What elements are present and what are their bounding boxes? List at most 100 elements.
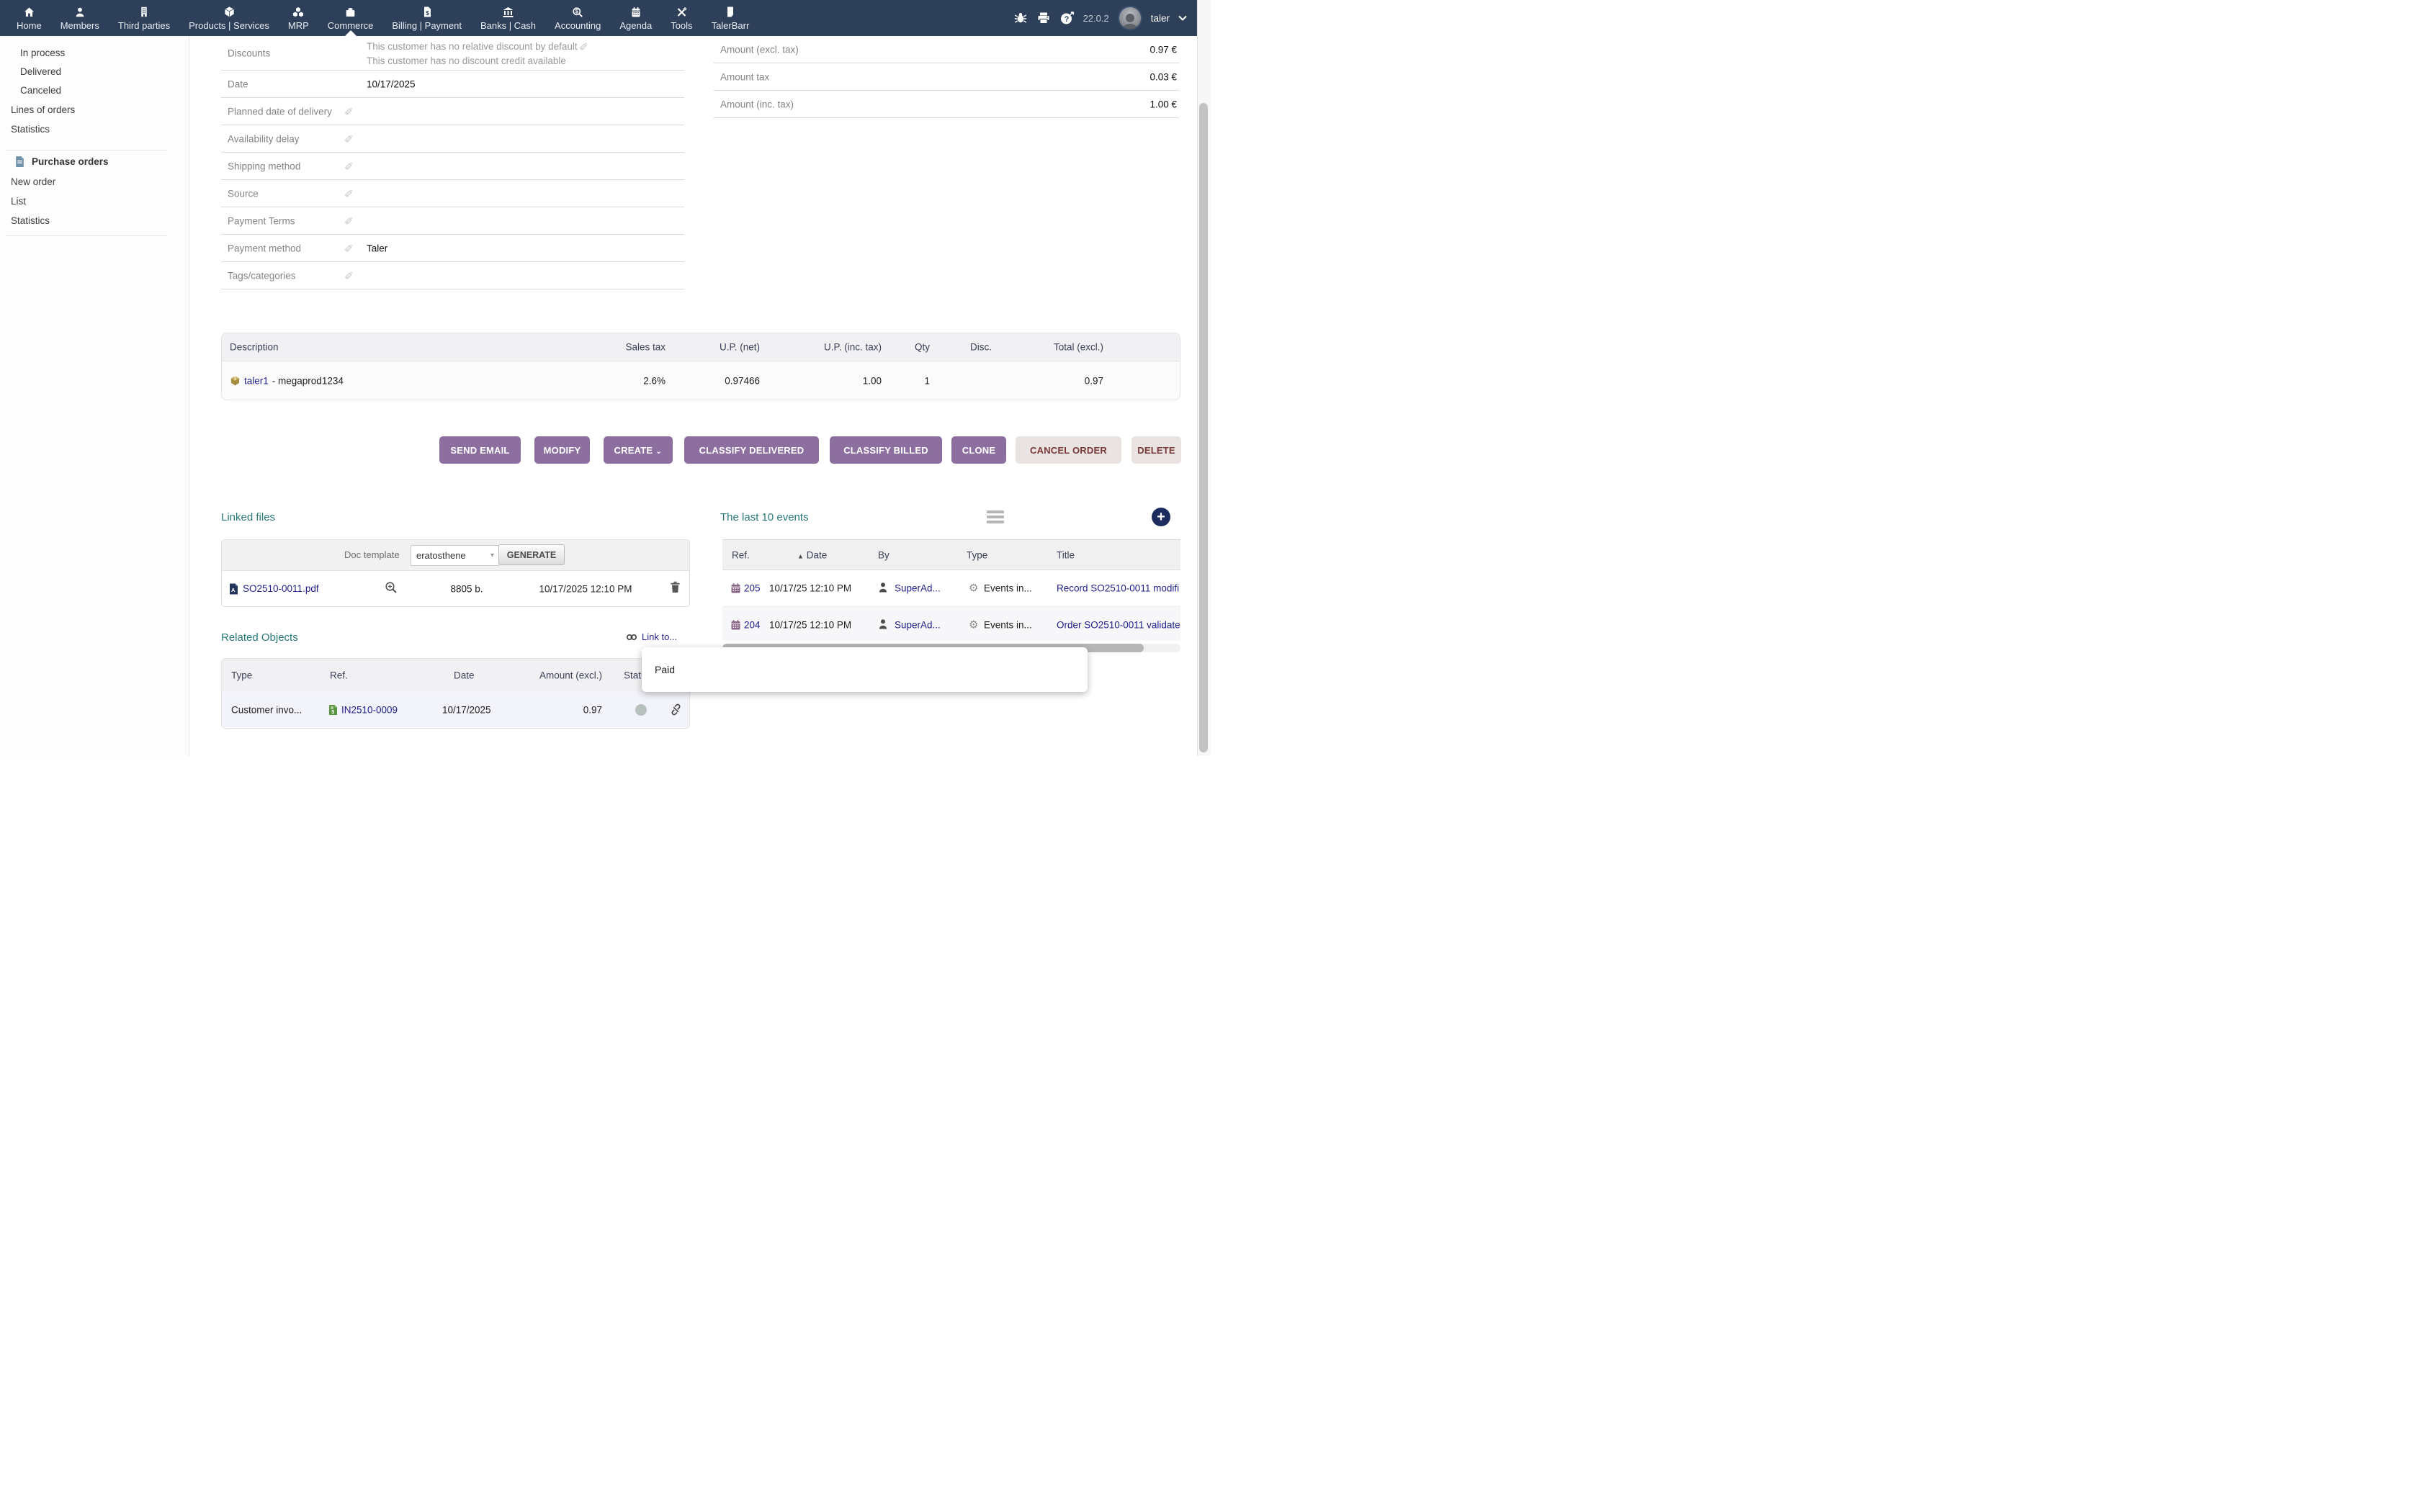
calendar-icon — [630, 5, 642, 19]
related-date: 10/17/2025 — [442, 704, 491, 715]
form-row-date: Date 10/17/2025 — [221, 71, 684, 98]
gear-icon: ⚙ — [969, 583, 978, 594]
top-navbar: Home Members Third parties Products | Se… — [0, 0, 1197, 36]
amount-inc-tax-row: Amount (inc. tax) 1.00 € — [714, 91, 1179, 118]
svg-text:A: A — [231, 587, 236, 593]
edit-discount-icon[interactable]: ✎ — [579, 42, 590, 51]
form-row-payment-method: Payment method ✎ Taler — [221, 235, 684, 262]
link-to-action[interactable]: Link to... — [626, 631, 677, 642]
event-title-link[interactable]: Order SO2510-0011 validate — [1057, 620, 1180, 631]
main-menu: Home Members Third parties Products | Se… — [0, 0, 758, 36]
classify-delivered-button[interactable]: CLASSIFY DELIVERED — [684, 436, 819, 464]
tools-icon — [676, 5, 688, 19]
sidebar-group-purchase-orders: Purchase orders — [14, 156, 109, 168]
form-row-planned-delivery: Planned date of delivery ✎ — [221, 98, 684, 125]
add-event-button[interactable]: + — [1152, 508, 1170, 526]
delete-file-icon[interactable] — [670, 581, 681, 595]
product-link[interactable]: taler1 — [244, 375, 269, 386]
nav-mrp[interactable]: MRP — [279, 0, 318, 36]
event-date: 10/17/25 12:10 PM — [769, 620, 851, 631]
event-by-link[interactable]: SuperAd... — [895, 583, 941, 594]
classify-billed-button[interactable]: CLASSIFY BILLED — [830, 436, 942, 464]
purchase-order-icon — [14, 156, 25, 168]
sidebar-item-in-process[interactable]: In process — [20, 48, 65, 58]
send-email-button[interactable]: SEND EMAIL — [439, 436, 521, 464]
sidebar-item-lines-of-orders[interactable]: Lines of orders — [11, 104, 75, 115]
nav-products-services[interactable]: Products | Services — [179, 0, 279, 36]
event-title-link[interactable]: Record SO2510-0011 modifi — [1057, 583, 1179, 594]
nav-banks-cash[interactable]: Banks | Cash — [471, 0, 545, 36]
unlink-icon[interactable] — [670, 703, 682, 718]
nav-commerce[interactable]: Commerce — [318, 0, 383, 36]
sidebar-group-label[interactable]: Purchase orders — [32, 156, 109, 167]
bill-icon: $ — [422, 5, 432, 19]
edit-planned-delivery-icon[interactable]: ✎ — [344, 107, 355, 116]
order-lines-table: Description Sales tax U.P. (net) U.P. (i… — [221, 333, 1180, 400]
events-menu-icon[interactable] — [987, 510, 1004, 526]
edit-tags-icon[interactable]: ✎ — [344, 271, 355, 280]
generate-button[interactable]: GENERATE — [498, 544, 565, 565]
nav-accounting[interactable]: $ Accounting — [545, 0, 610, 36]
preview-file-icon[interactable] — [385, 581, 398, 596]
doc-template-label: Doc template — [344, 549, 400, 560]
home-icon — [23, 5, 35, 19]
nav-billing-payment[interactable]: $ Billing | Payment — [382, 0, 471, 36]
create-dropdown-button[interactable]: CREATE ⌄ — [604, 436, 673, 464]
nav-tools[interactable]: Tools — [661, 0, 702, 36]
edit-availability-icon[interactable]: ✎ — [344, 134, 355, 143]
bug-report-icon[interactable] — [1013, 12, 1028, 24]
line-up-inc: 1.00 — [863, 375, 882, 386]
sidebar-item-delivered[interactable]: Delivered — [20, 66, 61, 77]
related-type: Customer invo... — [231, 704, 302, 715]
edit-payment-method-icon[interactable]: ✎ — [344, 243, 355, 253]
sidebar-item-list[interactable]: List — [11, 196, 26, 207]
related-objects-panel: Type Ref. Date Amount (excl.) Status Cus… — [221, 658, 690, 729]
linked-file-link[interactable]: SO2510-0011.pdf — [243, 583, 319, 594]
sidebar-item-new-order[interactable]: New order — [11, 176, 55, 187]
svg-text:?: ? — [1064, 15, 1069, 24]
related-ref-link[interactable]: IN2510-0009 — [341, 704, 398, 715]
form-row-tags: Tags/categories ✎ — [221, 262, 684, 289]
product-description: - megaprod1234 — [272, 375, 344, 386]
modify-button[interactable]: MODIFY — [534, 436, 590, 464]
clone-button[interactable]: CLONE — [951, 436, 1006, 464]
nav-third-parties[interactable]: Third parties — [109, 0, 179, 36]
select-arrow-icon: ▾ — [490, 552, 494, 559]
sidebar-item-statistics[interactable]: Statistics — [11, 124, 50, 135]
edit-payment-terms-icon[interactable]: ✎ — [344, 216, 355, 225]
svg-text:$: $ — [426, 10, 429, 17]
navbar-right-cluster: ? 22.0.2 taler — [1013, 0, 1197, 36]
edit-source-icon[interactable]: ✎ — [344, 189, 355, 198]
doc-template-select[interactable]: eratosthene ▾ — [411, 545, 500, 566]
event-by-link[interactable]: SuperAd... — [895, 620, 941, 631]
edit-shipping-icon[interactable]: ✎ — [344, 161, 355, 171]
help-icon[interactable]: ? — [1059, 12, 1075, 25]
event-ref-link[interactable]: 205 — [744, 583, 761, 594]
sidebar-item-canceled[interactable]: Canceled — [20, 85, 61, 96]
related-objects-title: Related Objects — [221, 631, 298, 644]
briefcase-icon — [344, 5, 357, 19]
svg-text:$: $ — [331, 710, 334, 715]
nav-members[interactable]: Members — [51, 0, 109, 36]
event-ref-link[interactable]: 204 — [744, 620, 761, 631]
sidebar-item-purchase-statistics[interactable]: Statistics — [11, 215, 50, 226]
nav-agenda[interactable]: Agenda — [610, 0, 661, 36]
form-row-availability-delay: Availability delay ✎ — [221, 125, 684, 153]
vertical-scrollbar-thumb[interactable] — [1199, 103, 1208, 752]
discounts-label: Discounts — [228, 48, 270, 58]
avatar[interactable] — [1118, 6, 1142, 30]
members-icon — [74, 5, 86, 19]
linked-files-title: Linked files — [221, 511, 275, 523]
event-type: Events in... — [984, 583, 1032, 594]
chevron-down-icon[interactable] — [1178, 15, 1187, 21]
line-up-net: 0.97466 — [725, 375, 760, 386]
nav-home[interactable]: Home — [7, 0, 51, 36]
events-header: Ref. ▲ Date By Type Title — [722, 539, 1180, 570]
user-menu[interactable]: taler — [1151, 13, 1170, 24]
print-icon[interactable] — [1036, 12, 1051, 24]
nav-talerbarr[interactable]: TalerBarr — [702, 0, 759, 36]
events-panel: Ref. ▲ Date By Type Title 205 10/17/25 1… — [722, 539, 1180, 641]
cancel-order-button[interactable]: CANCEL ORDER — [1016, 436, 1121, 464]
sort-asc-icon[interactable]: ▲ — [797, 552, 804, 559]
delete-button[interactable]: DELETE — [1131, 436, 1181, 464]
